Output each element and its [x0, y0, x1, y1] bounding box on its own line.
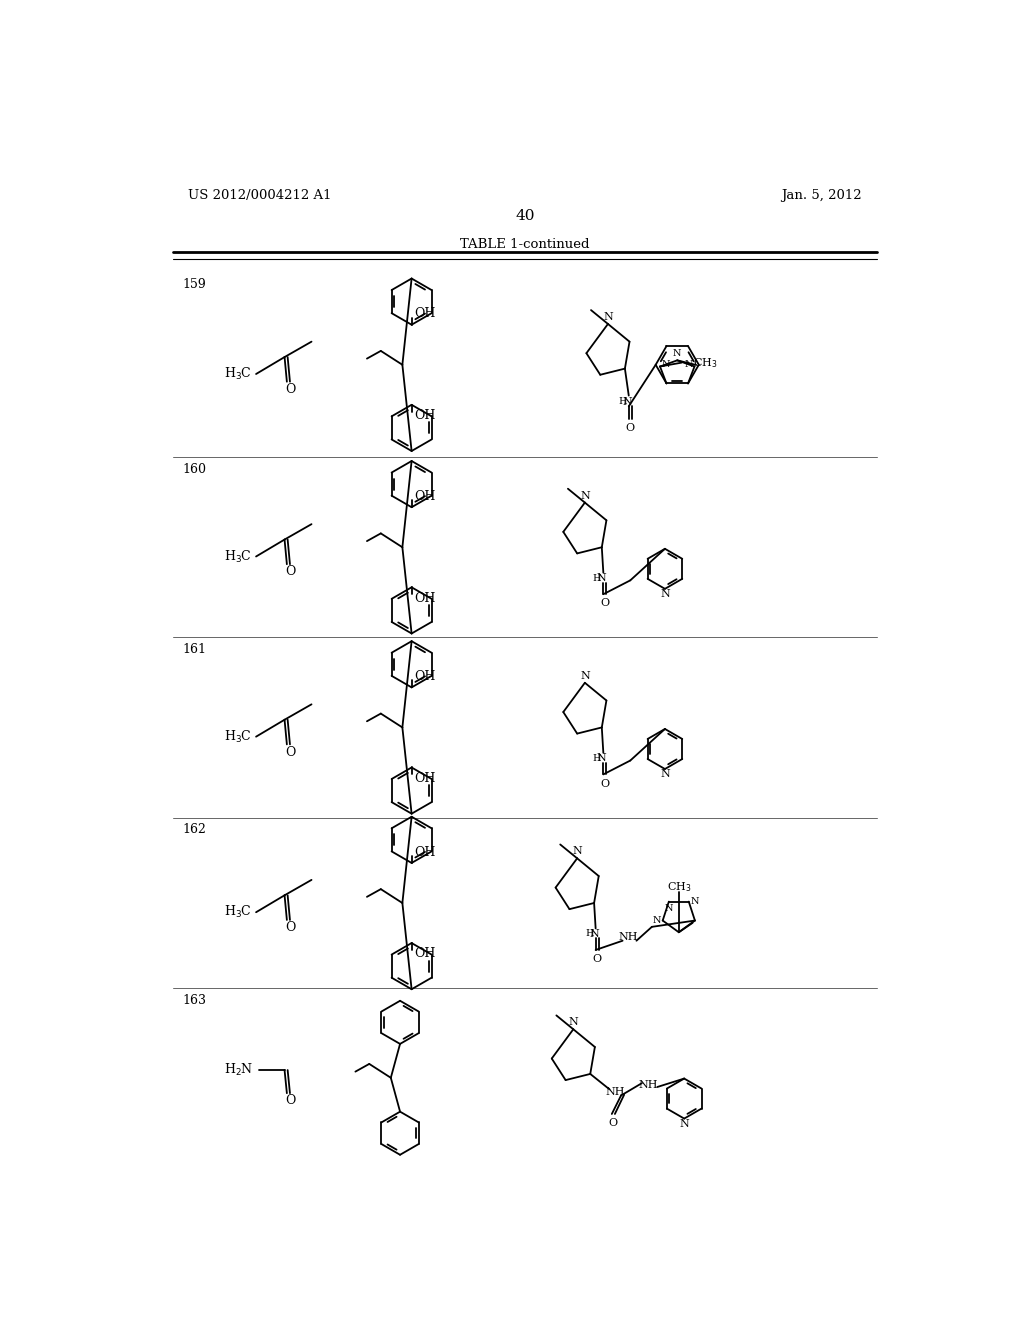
Text: CH$_3$: CH$_3$ — [667, 880, 691, 895]
Text: O: O — [600, 598, 609, 609]
Text: H: H — [618, 397, 627, 407]
Text: O: O — [285, 921, 295, 935]
Text: O: O — [285, 565, 295, 578]
Text: OH: OH — [414, 671, 435, 684]
Text: N: N — [660, 770, 670, 779]
Text: N: N — [580, 671, 590, 681]
Text: H: H — [585, 929, 594, 939]
Text: H$_3$C: H$_3$C — [223, 904, 252, 920]
Text: 40: 40 — [515, 209, 535, 223]
Text: N: N — [568, 1018, 579, 1027]
Text: O: O — [285, 1094, 295, 1107]
Text: OH: OH — [414, 308, 435, 321]
Text: Jan. 5, 2012: Jan. 5, 2012 — [781, 189, 862, 202]
Text: N: N — [589, 929, 599, 939]
Text: N: N — [673, 348, 682, 358]
Text: N: N — [623, 397, 632, 407]
Text: O: O — [285, 746, 295, 759]
Text: N: N — [597, 573, 606, 583]
Text: OH: OH — [414, 591, 435, 605]
Text: N: N — [652, 916, 660, 925]
Text: N: N — [572, 846, 582, 857]
Text: N: N — [665, 904, 673, 913]
Text: O: O — [626, 422, 635, 433]
Text: OH: OH — [414, 948, 435, 961]
Text: TABLE 1-continued: TABLE 1-continued — [460, 238, 590, 251]
Text: H: H — [593, 754, 601, 763]
Text: O: O — [609, 1118, 617, 1129]
Text: 159: 159 — [183, 279, 207, 292]
Text: OH: OH — [414, 409, 435, 422]
Text: N: N — [685, 359, 693, 368]
Text: N: N — [690, 898, 699, 906]
Text: OH: OH — [414, 846, 435, 859]
Text: NH: NH — [606, 1086, 626, 1097]
Text: N: N — [597, 754, 606, 763]
Text: NH: NH — [618, 932, 638, 942]
Text: NH: NH — [638, 1081, 657, 1090]
Text: H$_2$N: H$_2$N — [223, 1063, 253, 1078]
Text: H$_3$C: H$_3$C — [223, 548, 252, 565]
Text: 163: 163 — [183, 994, 207, 1007]
Text: CH$_3$: CH$_3$ — [693, 356, 718, 370]
Text: N: N — [580, 491, 590, 500]
Text: H$_3$C: H$_3$C — [223, 366, 252, 381]
Text: H: H — [593, 574, 601, 582]
Text: OH: OH — [414, 772, 435, 785]
Text: H$_3$C: H$_3$C — [223, 729, 252, 744]
Text: N: N — [662, 359, 670, 368]
Text: US 2012/0004212 A1: US 2012/0004212 A1 — [188, 189, 332, 202]
Text: 162: 162 — [183, 824, 207, 837]
Text: N: N — [660, 589, 670, 599]
Text: 160: 160 — [183, 463, 207, 477]
Text: OH: OH — [414, 490, 435, 503]
Text: O: O — [285, 383, 295, 396]
Text: 161: 161 — [183, 643, 207, 656]
Text: N: N — [679, 1119, 689, 1129]
Text: O: O — [600, 779, 609, 788]
Text: O: O — [593, 954, 602, 964]
Text: N: N — [603, 312, 612, 322]
